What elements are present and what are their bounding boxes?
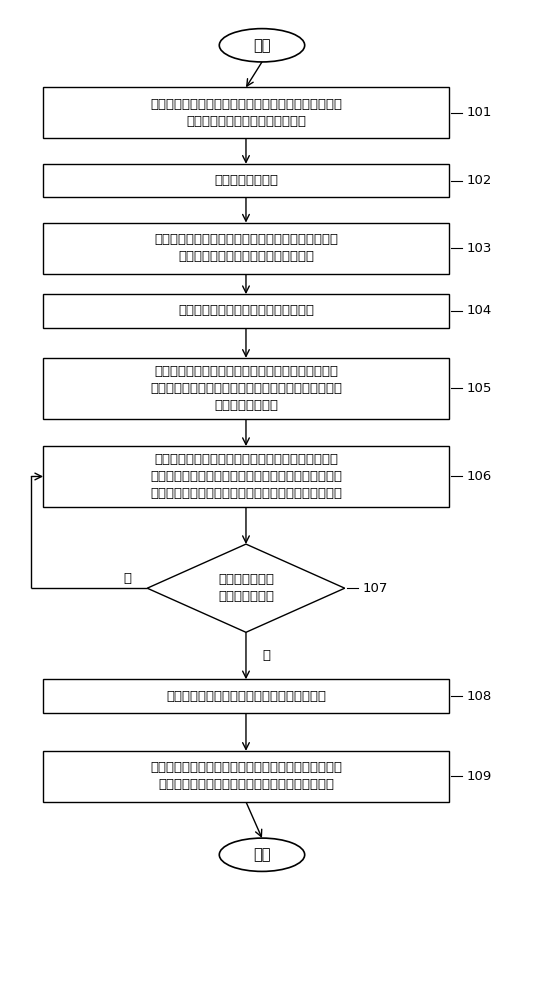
Text: 开始执行学习模式: 开始执行学习模式	[214, 174, 278, 187]
Text: 逐一地选取该多个发光元件产生该光源投射向该标的
条码，以分别在各个该发光元件在设定的发光参数以及
该物件背景参数的条件下，取样解码得到多个扫描参数: 逐一地选取该多个发光元件产生该光源投射向该标的 条码，以分别在各个该发光元件在设…	[150, 453, 342, 500]
Text: 完成所有发光元
件的取样解码？: 完成所有发光元 件的取样解码？	[218, 573, 274, 603]
Text: 否: 否	[123, 572, 131, 585]
Ellipse shape	[219, 838, 305, 871]
Text: 104: 104	[466, 304, 492, 317]
Text: 将该最佳扫描参数储存在该扫描参数记忆装置中，作为
该条码读取器在扫描该标的条码时的预设扫描参数: 将该最佳扫描参数储存在该扫描参数记忆装置中，作为 该条码读取器在扫描该标的条码时…	[150, 761, 342, 791]
Text: 在条码读取器中配置多个发光元件、一影像采集装置、
一处理单元、一扫描参数记忆装置: 在条码读取器中配置多个发光元件、一影像采集装置、 一处理单元、一扫描参数记忆装置	[150, 98, 342, 128]
Text: 以影像采集装置读取该标的条码的影像: 以影像采集装置读取该标的条码的影像	[178, 304, 314, 317]
Text: 105: 105	[466, 382, 492, 395]
Bar	[43, 223, 449, 274]
Text: 选取多个发光元件之一以一设定的发光参数产生光源
投射向一附着在一物件表面的标的条码: 选取多个发光元件之一以一设定的发光参数产生光源 投射向一附着在一物件表面的标的条…	[154, 233, 338, 263]
Bar	[43, 358, 449, 419]
Text: 该选取的发光元件在设定的发光参数以及该物件背景
参数的条件下，对该影像进行取样解码，以得到该标的
条码的一扫描参数: 该选取的发光元件在设定的发光参数以及该物件背景 参数的条件下，对该影像进行取样解…	[150, 365, 342, 412]
Bar	[43, 164, 449, 197]
Bar	[43, 87, 449, 138]
Text: 开始: 开始	[253, 38, 271, 53]
Text: 108: 108	[466, 690, 492, 702]
Text: 107: 107	[363, 582, 388, 595]
Text: 109: 109	[466, 770, 492, 783]
Text: 101: 101	[466, 106, 492, 119]
Text: 是: 是	[262, 649, 270, 662]
Text: 102: 102	[466, 174, 492, 187]
Text: 103: 103	[466, 242, 492, 255]
Text: 在多个扫描参数中选择其中一个最佳扫描参数: 在多个扫描参数中选择其中一个最佳扫描参数	[166, 690, 326, 702]
Text: 结束: 结束	[253, 847, 271, 862]
Polygon shape	[147, 544, 345, 632]
Ellipse shape	[219, 29, 305, 62]
Bar	[43, 294, 449, 328]
Bar	[43, 679, 449, 713]
Bar	[43, 446, 449, 507]
Text: 106: 106	[466, 470, 492, 483]
Bar	[43, 751, 449, 802]
